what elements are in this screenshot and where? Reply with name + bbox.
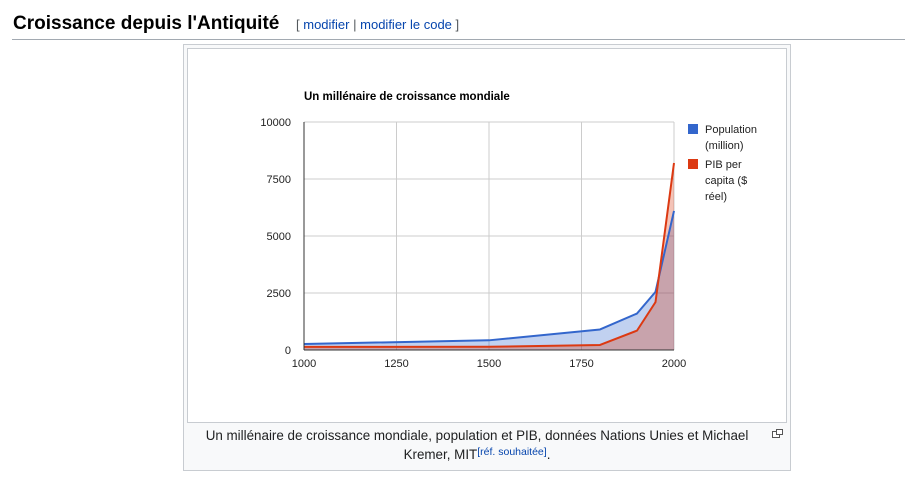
magnify-icon[interactable]: [772, 429, 783, 438]
y-tick-label: 0: [285, 345, 291, 357]
caption-text: Un millénaire de croissance mondiale, po…: [205, 428, 749, 462]
edit-section-links: [ modifier | modifier le code ]: [296, 17, 459, 32]
legend-label: (million): [705, 140, 744, 152]
edit-code-link[interactable]: modifier le code: [360, 17, 452, 32]
x-tick-label: 1000: [292, 358, 316, 370]
legend-swatch-1: [688, 124, 698, 134]
bracket-close: ]: [455, 17, 460, 32]
citation-needed: [réf. souhaitée]: [477, 446, 546, 458]
growth-chart: Un millénaire de croissance mondiale 1000…: [260, 91, 757, 370]
chart-title: Un millénaire de croissance mondiale: [304, 91, 510, 103]
y-tick-label: 10000: [260, 117, 291, 129]
legend-swatch-2: [688, 159, 698, 169]
figure-caption: Un millénaire de croissance mondiale, po…: [187, 426, 767, 464]
figure-thumbnail: Un millénaire de croissance mondiale 1000…: [183, 44, 791, 471]
y-tick-label: 2500: [267, 288, 291, 300]
legend-label: capita ($: [705, 175, 747, 187]
x-tick-label: 1500: [477, 358, 501, 370]
section-title: Croissance depuis l'Antiquité: [13, 13, 280, 34]
citation-needed-link[interactable]: [réf. souhaitée]: [477, 446, 547, 458]
edit-link[interactable]: modifier: [303, 17, 350, 32]
legend-label: PIB per: [705, 159, 742, 171]
edit-separator: |: [353, 17, 357, 32]
x-tick-label: 1250: [384, 358, 408, 370]
chart-container: Un millénaire de croissance mondiale 1000…: [187, 48, 787, 423]
y-tick-label: 7500: [267, 174, 291, 186]
series-line-2: [303, 162, 675, 348]
bracket-open: [: [296, 17, 300, 32]
legend-label: réel): [705, 191, 727, 203]
caption-end: .: [546, 447, 551, 462]
y-tick-label: 5000: [267, 231, 291, 243]
section-heading: Croissance depuis l'Antiquité [ modifier…: [12, 8, 905, 40]
x-tick-label: 2000: [662, 358, 686, 370]
legend-label: Population: [705, 124, 757, 136]
series-area-1: [304, 210, 674, 350]
x-tick-label: 1750: [569, 358, 593, 370]
